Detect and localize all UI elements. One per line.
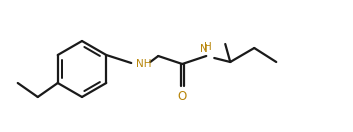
- Text: NH: NH: [136, 59, 152, 69]
- Text: O: O: [178, 90, 187, 103]
- Text: N: N: [201, 44, 208, 54]
- Text: H: H: [204, 42, 212, 52]
